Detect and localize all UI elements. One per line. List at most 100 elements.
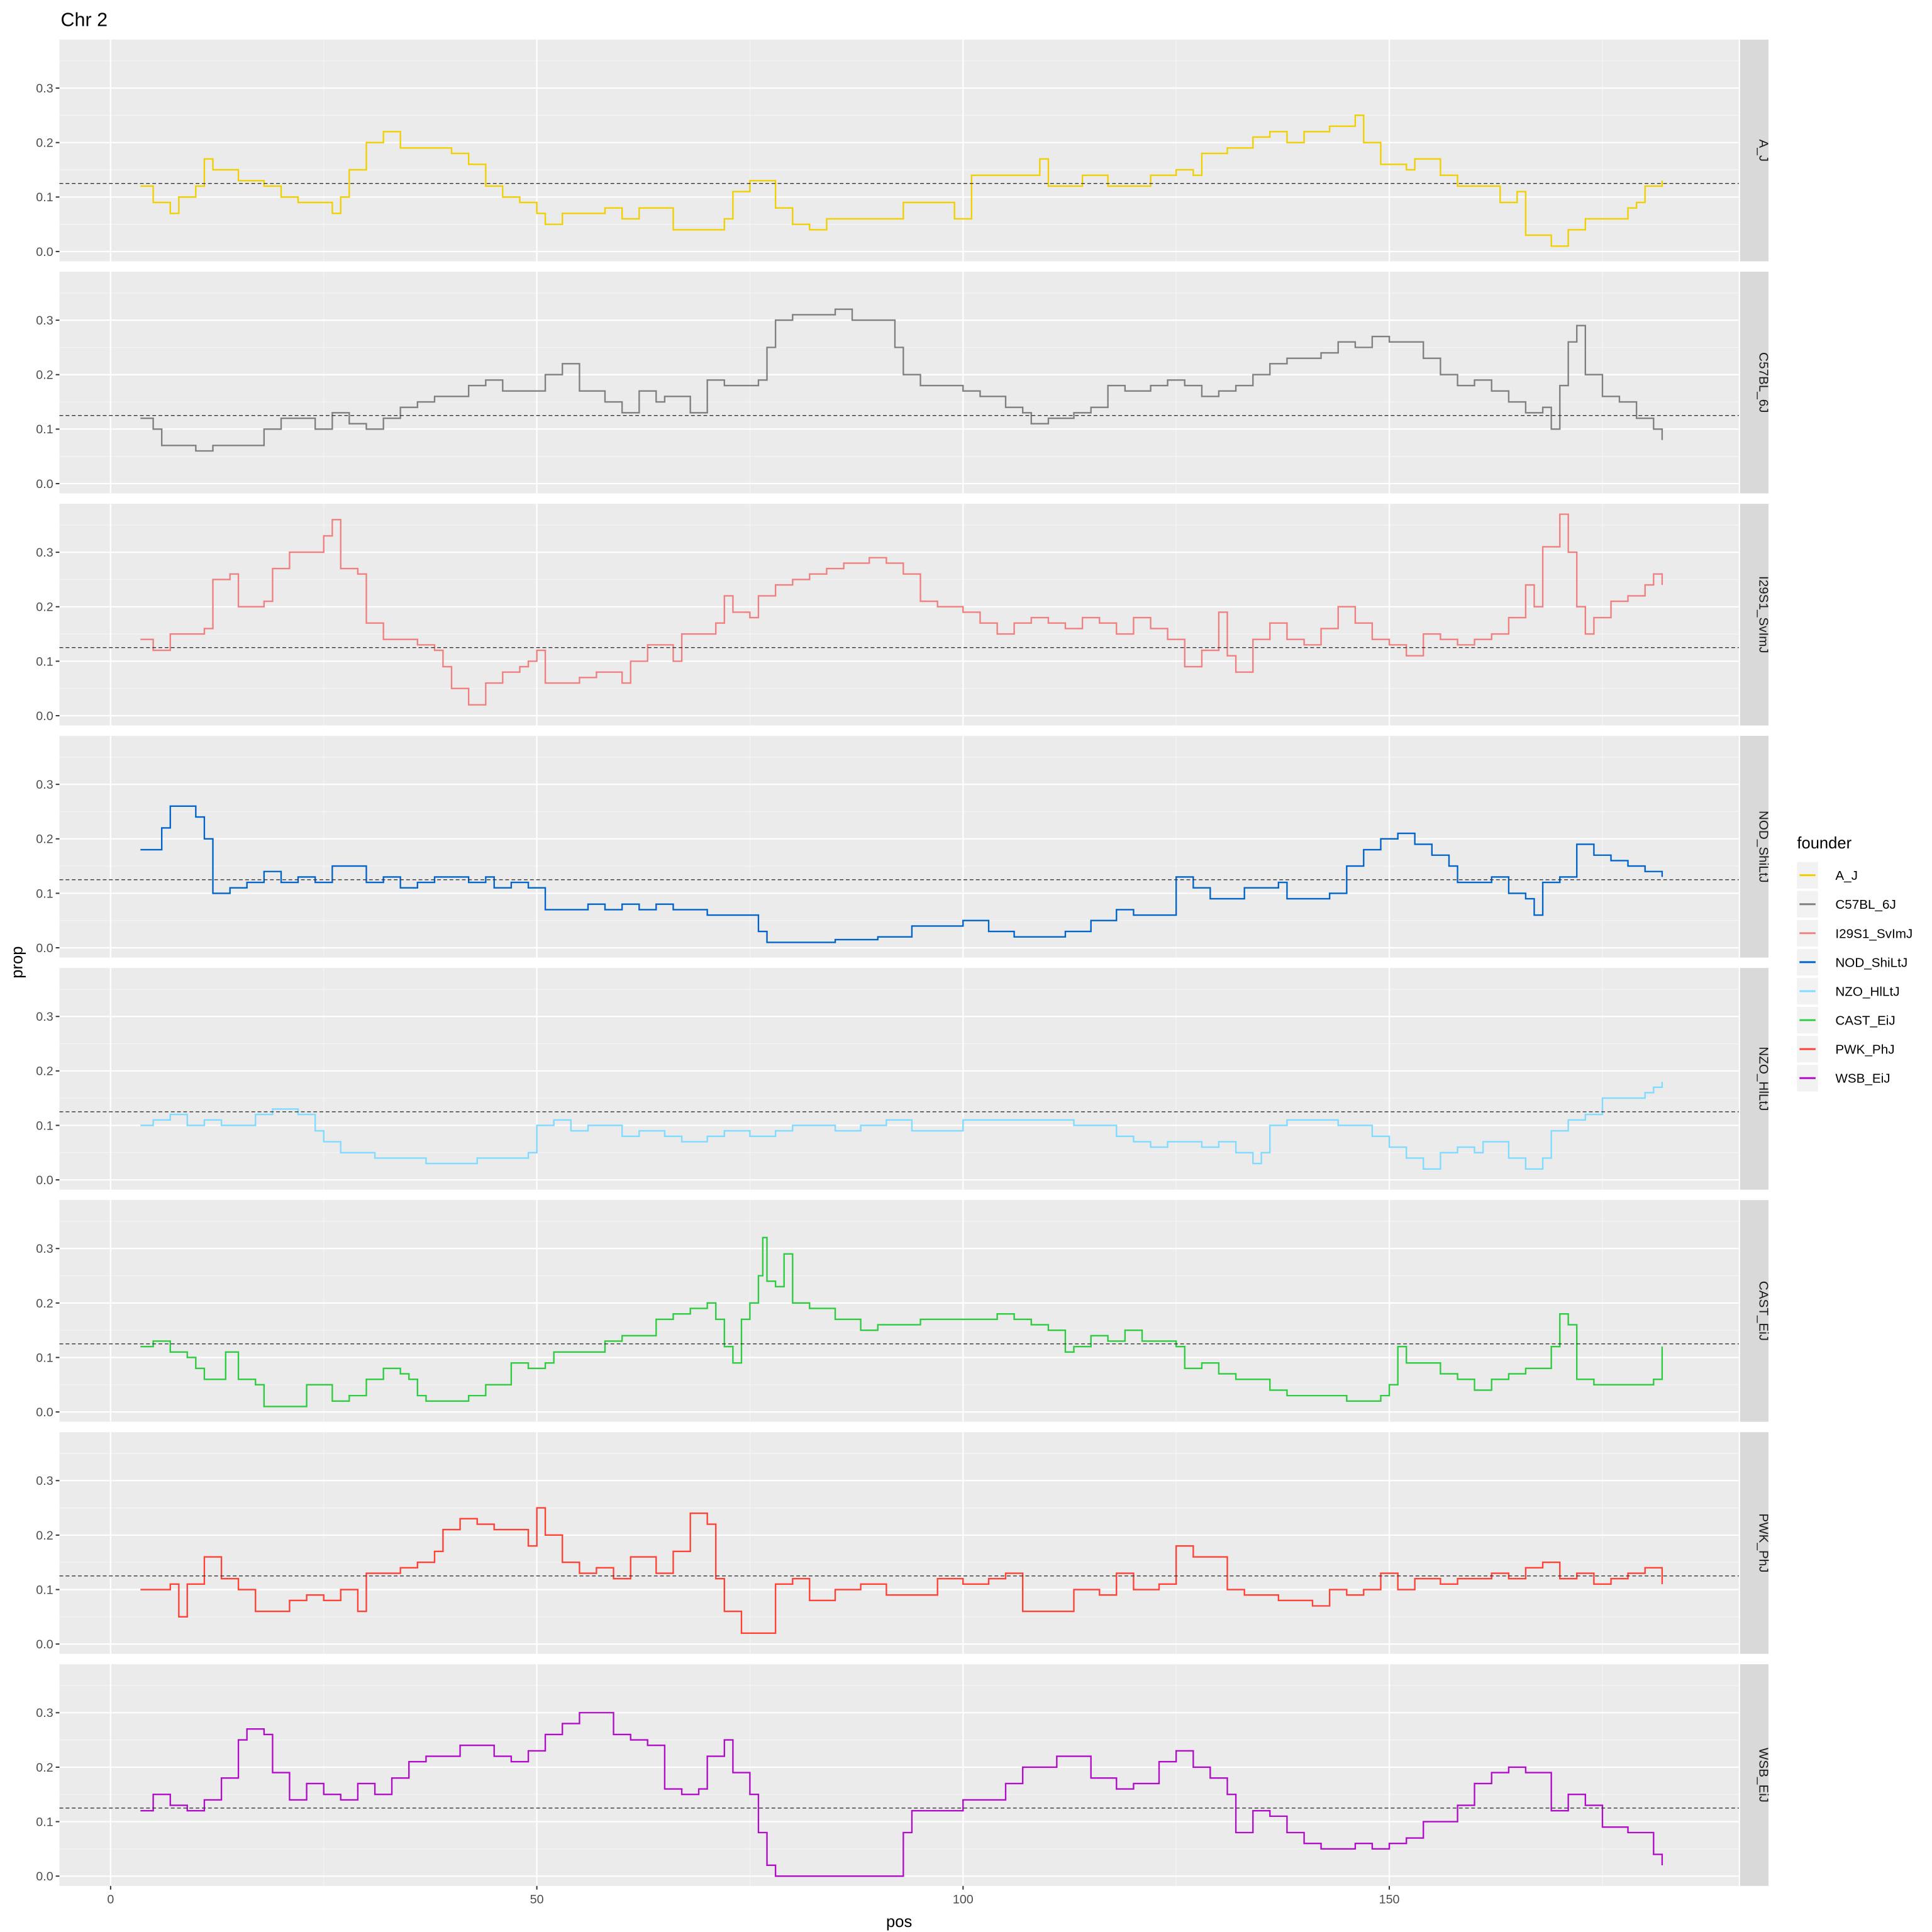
facet-strip-label: PWK_PhJ xyxy=(1756,1513,1770,1572)
y-tick-label: 0.2 xyxy=(36,1065,53,1079)
y-tick-label: 0.2 xyxy=(36,1297,53,1311)
y-tick-label: 0.1 xyxy=(36,423,53,436)
facet-panel-nzo_hlltj: 0.0 0.1 0.2 0.3 NZO_HlLtJ xyxy=(36,968,1770,1190)
facet-panel-cast_eij: 0.0 0.1 0.2 0.3 CAST_EiJ xyxy=(36,1200,1770,1422)
series-line-pwk_phj xyxy=(140,1507,1663,1635)
facet-strip-label: A_J xyxy=(1756,139,1770,162)
y-tick-label: 0.0 xyxy=(36,1638,53,1652)
y-tick-label: 0.0 xyxy=(36,1174,53,1187)
facet-strip-label: I29S1_SvImJ xyxy=(1756,576,1770,653)
facet-strip xyxy=(1740,1432,1769,1654)
y-tick-label: 0.0 xyxy=(36,941,53,955)
series-line-nzo_hlltj xyxy=(140,1082,1663,1170)
y-tick-label: 0.0 xyxy=(36,1870,53,1884)
legend-item-nod_shiltj: NOD_ShiLtJ xyxy=(1797,948,1907,976)
x-tick-label: 50 xyxy=(530,1892,544,1906)
facet-panel-pwk_phj: 0.0 0.1 0.2 0.3 PWK_PhJ xyxy=(36,1432,1770,1654)
y-tick-label: 0.1 xyxy=(36,655,53,669)
y-tick-label: 0.3 xyxy=(36,82,53,96)
facet-panel-c57bl_6j: 0.0 0.1 0.2 0.3 C57BL_6J xyxy=(36,272,1770,494)
y-tick-label: 0.1 xyxy=(36,1815,53,1829)
legend-label: C57BL_6J xyxy=(1835,897,1896,912)
legend-label: NZO_HlLtJ xyxy=(1835,984,1899,999)
y-tick-label: 0.0 xyxy=(36,709,53,723)
y-tick-label: 0.1 xyxy=(36,887,53,901)
y-tick-label: 0.3 xyxy=(36,314,53,328)
panel-background xyxy=(59,40,1739,262)
y-tick-label: 0.0 xyxy=(36,245,53,259)
panel-background xyxy=(59,1432,1739,1654)
series-line-c57bl_6j xyxy=(140,308,1663,452)
legend: founder A_J C57BL_6J I29S1_SvImJ NOD_ShiLtJ… xyxy=(1797,835,1913,1092)
y-tick-label: 0.3 xyxy=(36,1010,53,1024)
legend-label: CAST_EiJ xyxy=(1835,1014,1895,1028)
facet-panel-a_j: 0.0 0.1 0.2 0.3 A_J xyxy=(36,40,1770,262)
facet-strip xyxy=(1740,272,1769,494)
facet-strip-label: WSB_EiJ xyxy=(1756,1748,1770,1802)
y-tick-label: 0.1 xyxy=(36,1119,53,1133)
panel-background xyxy=(59,504,1739,726)
legend-item-nzo_hlltj: NZO_HlLtJ xyxy=(1797,977,1900,1005)
legend-label: WSB_EiJ xyxy=(1835,1072,1890,1086)
y-tick-label: 0.3 xyxy=(36,1706,53,1720)
series-line-nod_shiltj xyxy=(140,805,1663,943)
legend-label: PWK_PhJ xyxy=(1835,1043,1894,1057)
legend-label: A_J xyxy=(1835,869,1858,883)
chart-title: Chr 2 xyxy=(60,9,108,30)
panel-background xyxy=(59,968,1739,1190)
facet-strip-label: NZO_HlLtJ xyxy=(1756,1046,1770,1111)
y-tick-label: 0.1 xyxy=(36,1583,53,1597)
legend-item-cast_eij: CAST_EiJ xyxy=(1797,1006,1896,1034)
x-tick-label: 100 xyxy=(953,1892,974,1906)
facet-strip xyxy=(1740,504,1769,726)
facet-panel-nod_shiltj: 0.0 0.1 0.2 0.3 NOD_ShiLtJ xyxy=(36,736,1770,958)
x-tick-label: 150 xyxy=(1379,1892,1400,1906)
y-tick-label: 0.2 xyxy=(36,136,53,150)
series-line-wsb_eij xyxy=(140,1712,1663,1877)
facet-strip xyxy=(1740,968,1769,1190)
legend-label: I29S1_SvImJ xyxy=(1835,926,1913,941)
y-tick-label: 0.0 xyxy=(36,477,53,491)
y-tick-label: 0.1 xyxy=(36,1351,53,1365)
facet-strip xyxy=(1740,40,1769,262)
y-tick-label: 0.3 xyxy=(36,1474,53,1488)
facet-strip xyxy=(1740,1200,1769,1422)
y-tick-label: 0.3 xyxy=(36,778,53,792)
y-tick-label: 0.1 xyxy=(36,191,53,204)
legend-title: founder xyxy=(1797,835,1852,852)
x-axis-label: pos xyxy=(886,1913,912,1931)
legend-item-c57bl_6j: C57BL_6J xyxy=(1797,891,1896,918)
y-tick-label: 0.2 xyxy=(36,1529,53,1543)
facet-strip xyxy=(1740,1664,1769,1886)
panel-background xyxy=(59,1664,1739,1886)
facet-strip-label: NOD_ShiLtJ xyxy=(1756,811,1770,883)
panel-background xyxy=(59,736,1739,958)
y-tick-label: 0.2 xyxy=(36,1761,53,1775)
series-line-i29s1_svimj xyxy=(140,513,1663,706)
facet-panels: 0.00.10.20.3A_J0.00.10.20.3C57BL_6J0.00.… xyxy=(36,40,1770,1886)
facet-strip xyxy=(1740,736,1769,958)
panel-background xyxy=(59,1200,1739,1422)
facet-panel-wsb_eij: 0.0 0.1 0.2 0.3 WSB_EiJ xyxy=(36,1664,1770,1886)
panel-background xyxy=(59,272,1739,494)
legend-label: NOD_ShiLtJ xyxy=(1835,955,1907,970)
legend-item-wsb_eij: WSB_EiJ xyxy=(1797,1065,1890,1092)
series-line-cast_eij xyxy=(140,1236,1663,1407)
y-tick-label: 0.2 xyxy=(36,601,53,614)
facet-strip-label: C57BL_6J xyxy=(1756,352,1770,413)
y-tick-label: 0.0 xyxy=(36,1406,53,1419)
series-line-a_j xyxy=(140,114,1663,247)
legend-item-pwk_phj: PWK_PhJ xyxy=(1797,1036,1895,1063)
x-axis: 0 50 100 150 xyxy=(107,1885,1400,1906)
y-tick-label: 0.2 xyxy=(36,369,53,382)
y-axis-label: prop xyxy=(8,946,26,978)
y-tick-label: 0.3 xyxy=(36,1242,53,1256)
y-tick-label: 0.3 xyxy=(36,546,53,560)
facet-panel-i29s1_svimj: 0.0 0.1 0.2 0.3 I29S1_SvImJ xyxy=(36,504,1770,726)
y-tick-label: 0.2 xyxy=(36,833,53,847)
legend-item-i29s1_svimj: I29S1_SvImJ xyxy=(1797,919,1913,947)
facet-strip-label: CAST_EiJ xyxy=(1756,1281,1770,1341)
legend-item-a_j: A_J xyxy=(1797,862,1858,889)
x-tick-label: 0 xyxy=(107,1892,114,1906)
